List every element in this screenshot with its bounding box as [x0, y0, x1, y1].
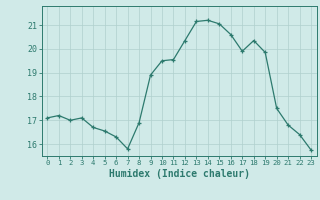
X-axis label: Humidex (Indice chaleur): Humidex (Indice chaleur)	[109, 169, 250, 179]
